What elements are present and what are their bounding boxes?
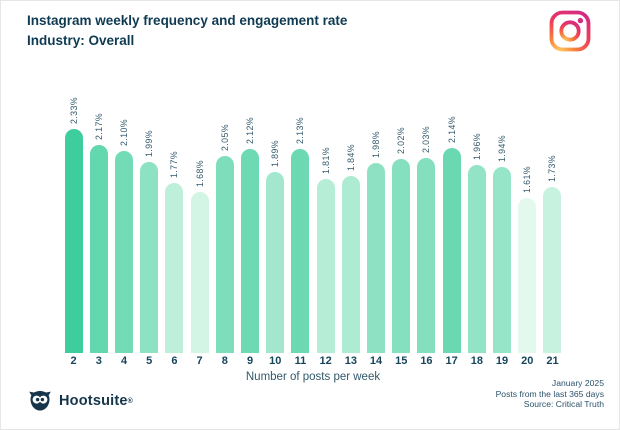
- bar: [442, 148, 461, 353]
- header: Instagram weekly frequency and engagemen…: [27, 11, 347, 51]
- bar-value-label: 1.77%: [169, 151, 180, 178]
- bar: [165, 183, 184, 353]
- bar-value-label: 1.89%: [270, 140, 281, 167]
- bar: [241, 149, 260, 353]
- bar-column: 1.99%: [137, 91, 162, 353]
- bar: [518, 198, 537, 353]
- x-tick-label: 2: [70, 355, 77, 367]
- bar-column: 1.98%: [363, 91, 388, 353]
- bar: [493, 167, 512, 353]
- x-tick-label: 11: [294, 355, 307, 367]
- bar-column: 1.84%: [338, 91, 363, 353]
- x-tick-label: 17: [445, 355, 458, 367]
- x-tick-label: 18: [470, 355, 483, 367]
- bar-column: 1.61%: [515, 91, 540, 353]
- bar-column: 2.12%: [237, 91, 262, 353]
- bar-value-label: 2.17%: [93, 113, 104, 140]
- bar-value-label: 1.96%: [471, 133, 482, 160]
- bar-value-label: 2.05%: [219, 124, 230, 151]
- x-tick-label: 21: [546, 355, 559, 367]
- bar-value-label: 2.33%: [68, 97, 79, 124]
- bar: [543, 187, 562, 353]
- x-tick-label: 12: [319, 355, 332, 367]
- x-tick-label: 8: [221, 355, 228, 367]
- bar-column: 1.81%: [313, 91, 338, 353]
- bar-column: 1.73%: [540, 91, 565, 353]
- bar: [316, 179, 335, 353]
- bar: [392, 159, 411, 353]
- x-tick-label: 19: [495, 355, 509, 367]
- bar-column: 2.05%: [212, 91, 237, 353]
- bar-column: 1.96%: [464, 91, 489, 353]
- bar-value-label: 1.99%: [144, 130, 155, 157]
- bar-column: 2.10%: [111, 91, 136, 353]
- bar-column: 2.33%: [61, 91, 86, 353]
- x-tick-label: 3: [95, 355, 102, 367]
- bar: [467, 165, 486, 353]
- x-tick-label: 6: [171, 355, 178, 367]
- bar: [140, 162, 159, 353]
- x-tick-label: 5: [146, 355, 153, 367]
- bar-column: 2.02%: [389, 91, 414, 353]
- bar-column: 2.03%: [414, 91, 439, 353]
- bar-value-label: 1.81%: [320, 147, 331, 174]
- x-axis-title: Number of posts per week: [245, 371, 381, 383]
- page-title: Instagram weekly frequency and engagemen…: [27, 13, 348, 28]
- meta-date: January 2025: [551, 378, 604, 388]
- bar-value-label: 1.73%: [547, 155, 558, 182]
- meta-range: Posts from the last 365 days: [495, 388, 604, 399]
- x-tick-label: 13: [344, 355, 357, 367]
- bar-value-label: 2.14%: [446, 116, 457, 143]
- bar-column: 1.89%: [263, 91, 288, 353]
- bar: [115, 151, 133, 353]
- bar-chart-plot: 2.33% 2.17% 2.10% 1.99% 1.77% 1.68% 2.05% 2.12%…: [61, 91, 565, 353]
- bar-value-label: 2.02%: [396, 127, 407, 154]
- bar: [89, 145, 108, 353]
- bar-column: 1.77%: [162, 91, 187, 353]
- x-tick-label: 4: [120, 355, 128, 367]
- registered-trademark-symbol: ®: [127, 397, 133, 405]
- bar: [417, 158, 436, 353]
- bar-value-label: 1.94%: [497, 135, 508, 162]
- x-tick-label: 7: [196, 355, 203, 367]
- bar: [64, 129, 83, 353]
- bar-column: 2.14%: [439, 91, 464, 353]
- x-tick-label: 20: [521, 355, 534, 367]
- bar-value-label: 1.68%: [194, 160, 205, 187]
- bar-value-label: 1.61%: [522, 166, 533, 193]
- x-axis-ticks: 2 3 4 5 6 7 8 9 10 11 12 13 14 15 16 17 18 19 20 21: [61, 355, 565, 367]
- bar-column: 2.17%: [86, 91, 111, 353]
- bar-value-label: 2.12%: [245, 117, 256, 144]
- bar: [266, 172, 285, 353]
- bar-value-label: 2.13%: [295, 117, 306, 144]
- bar: [341, 176, 360, 353]
- bar: [190, 192, 209, 353]
- hootsuite-logo: Hootsuite ®: [27, 389, 133, 413]
- x-tick-label: 15: [395, 355, 408, 367]
- x-tick-label: 14: [369, 355, 383, 367]
- bar-column: 1.68%: [187, 91, 212, 353]
- bar-value-label: 2.10%: [119, 119, 129, 146]
- bar-value-label: 1.98%: [371, 131, 382, 158]
- bar-value-label: 1.84%: [345, 144, 356, 171]
- bar-value-label: 2.03%: [421, 126, 432, 153]
- hootsuite-owl-icon: [29, 391, 51, 411]
- chart-meta: January 2025 Posts from the last 365 day…: [496, 378, 604, 410]
- x-tick-label: 9: [246, 355, 254, 367]
- bar-column: 2.13%: [288, 91, 313, 353]
- page-subtitle: Industry: Overall: [27, 33, 135, 48]
- bar: [215, 156, 234, 353]
- instagram-icon: [549, 10, 591, 52]
- bar: [291, 149, 310, 353]
- meta-source: Source: Critical Truth: [523, 399, 604, 409]
- x-tick-label: 10: [269, 355, 282, 367]
- hootsuite-wordmark: Hootsuite: [59, 393, 128, 409]
- instagram-icon: [547, 8, 593, 54]
- x-tick-label: 16: [420, 355, 433, 367]
- bar-column: 1.94%: [489, 91, 514, 353]
- bar: [367, 163, 386, 353]
